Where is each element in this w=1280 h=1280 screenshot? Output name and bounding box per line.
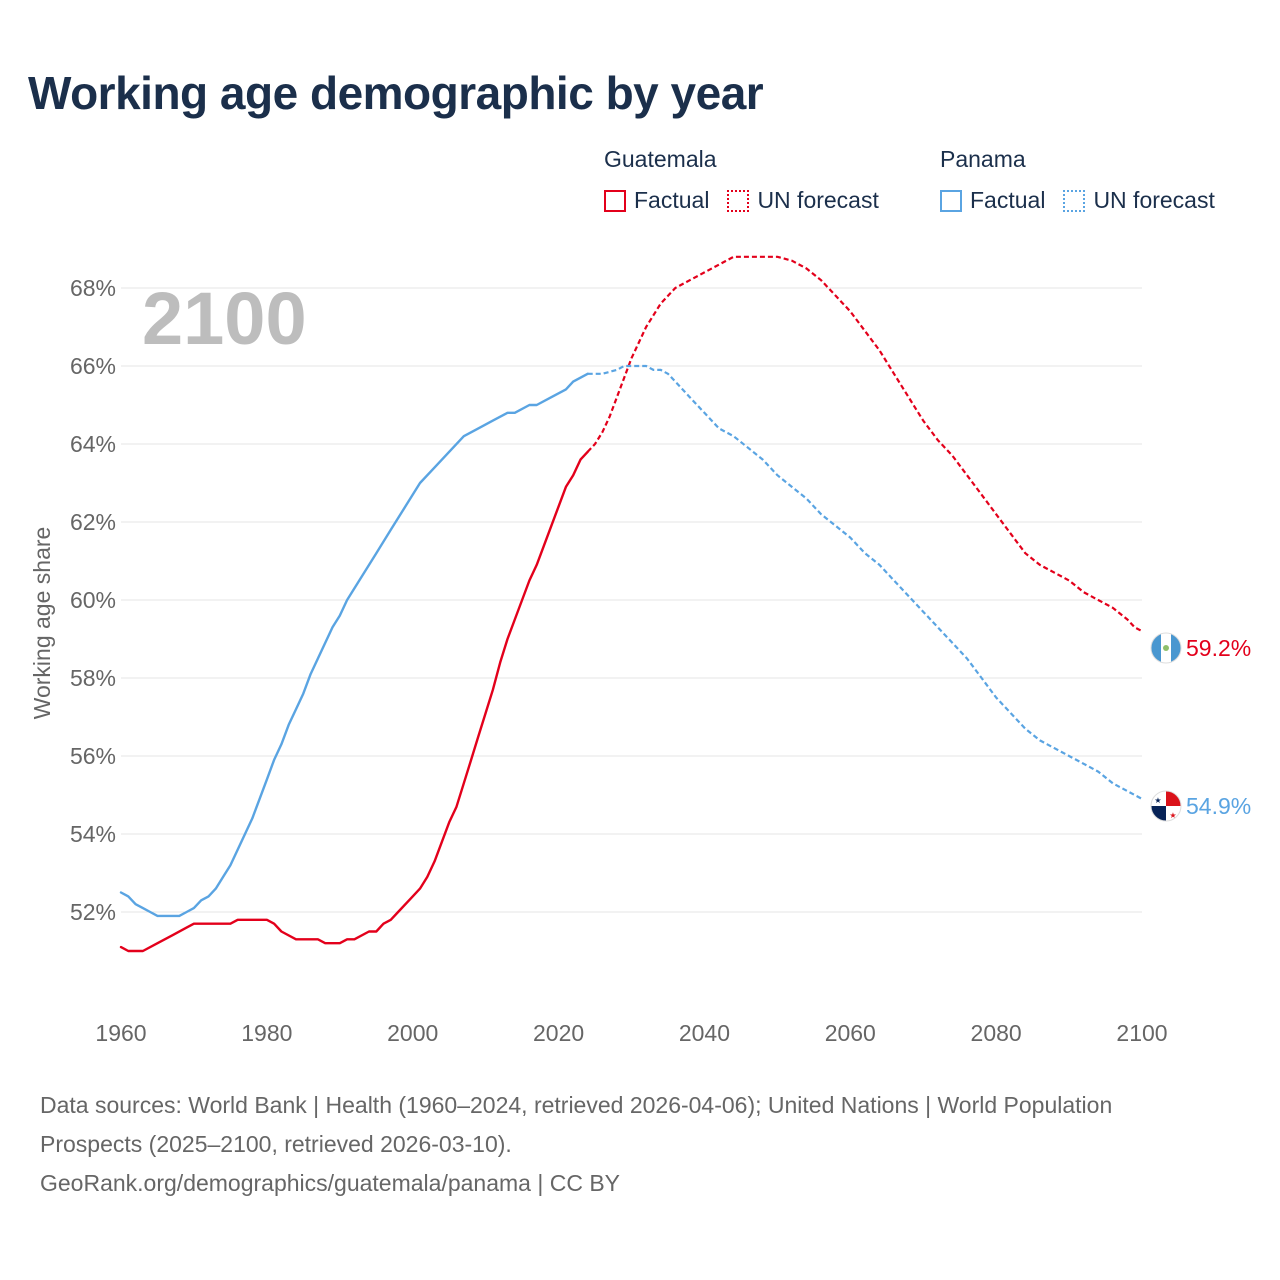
svg-text:★: ★ [1154, 796, 1161, 805]
legend-swatch-solid [604, 189, 626, 212]
guatemala-end-label: 59.2% [1186, 635, 1251, 661]
legend-panama-forecast[interactable]: UN forecast [1063, 187, 1215, 214]
legend-label: Factual [634, 187, 710, 213]
legend-panama-factual[interactable]: Factual [940, 187, 1045, 214]
legend-guatemala-forecast[interactable]: UN forecast [727, 187, 879, 214]
legend-label: Factual [970, 187, 1046, 213]
y-tick-label: 54% [70, 821, 116, 847]
x-tick-label: 1980 [241, 1020, 292, 1046]
panama-flag: ★ ★ [1150, 790, 1182, 822]
y-tick-label: 64% [70, 431, 116, 457]
data-sources: Data sources: World Bank | Health (1960–… [40, 1092, 1113, 1157]
legend-swatch-dotted [727, 189, 750, 212]
y-tick-label: 62% [70, 509, 116, 535]
legend-country-name: Panama [940, 146, 1026, 172]
legend-panama: Panama Factual UN forecast [940, 146, 1215, 214]
panama-forecast-line [587, 364, 1143, 800]
chart-title: Working age demographic by year [28, 67, 764, 119]
legend-country-name: Guatemala [604, 146, 717, 172]
x-tick-label: 1960 [95, 1020, 146, 1046]
x-tick-label: 2000 [387, 1020, 438, 1046]
y-tick-label: 68% [70, 275, 116, 301]
x-tick-label: 2080 [971, 1020, 1022, 1046]
x-tick-label: 2040 [679, 1020, 730, 1046]
guatemala-forecast-line [586, 255, 1143, 633]
panama-factual-line [119, 372, 589, 918]
y-tick-label: 58% [70, 665, 116, 691]
legend-guatemala: Guatemala Factual UN forecast [604, 146, 879, 214]
y-tick-label: 60% [70, 587, 116, 613]
x-tick-label: 2020 [533, 1020, 584, 1046]
panama-end-label: 54.9% [1186, 793, 1251, 819]
legend-swatch-dotted [1063, 189, 1086, 212]
x-tick-label: 2060 [825, 1020, 876, 1046]
legend-swatch-solid [940, 189, 962, 212]
guatemala-flag [1150, 632, 1182, 664]
legend-label: UN forecast [1093, 187, 1215, 213]
guatemala-factual-line [119, 450, 589, 953]
legend-guatemala-factual[interactable]: Factual [604, 187, 709, 214]
year-badge: 2100 [142, 277, 307, 360]
y-tick-label: 52% [70, 899, 116, 925]
y-axis-title: Working age share [29, 527, 55, 720]
y-tick-label: 56% [70, 743, 116, 769]
legend-label: UN forecast [757, 187, 879, 213]
credit-link[interactable]: GeoRank.org/demographics/guatemala/panam… [40, 1170, 621, 1196]
line-chart: 2100 52% 54% 56% 58% 60% 62% 64% 66% 68% 1960 1980… [29, 255, 1251, 1046]
svg-text:★: ★ [1169, 811, 1176, 820]
footer: Data sources: World Bank | Health (1960–… [40, 1086, 1220, 1203]
y-tick-label: 66% [70, 353, 116, 379]
x-tick-label: 2100 [1116, 1020, 1167, 1046]
